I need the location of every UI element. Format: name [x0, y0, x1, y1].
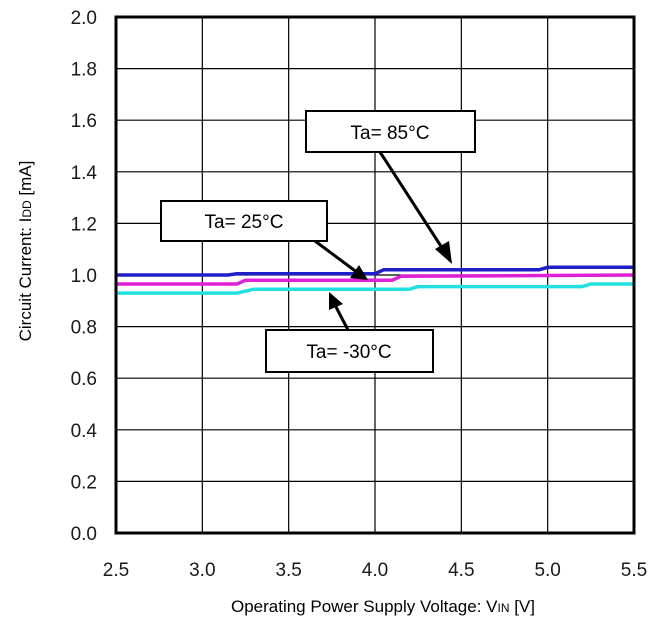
series-line-ta-30-c — [116, 282, 634, 295]
y-tick-labels: 0.0 0.2 0.4 0.6 0.8 1.0 1.2 1.4 1.6 1.8 2.0 — [71, 8, 98, 545]
annotation-25c-arrowhead — [350, 265, 368, 280]
y-tick-label: 1.4 — [71, 163, 98, 184]
annotation-25c-box — [160, 200, 328, 242]
annotation-25c-arrow-line — [314, 239, 359, 275]
series-layer — [116, 265, 635, 295]
x-axis-title: Operating Power Supply Voltage: VIN [V] — [231, 597, 535, 616]
plot-frame — [114, 15, 636, 535]
y-tick-label: 0.4 — [71, 421, 98, 442]
x-tick-label: 2.5 — [103, 560, 129, 581]
annotation-85c-arrowhead — [435, 241, 452, 264]
series-line-ta-25-c — [116, 273, 635, 286]
y-tick-label: 0.6 — [71, 369, 97, 390]
annotation-25c: Ta= 25°C — [160, 200, 368, 280]
x-tick-label: 5.0 — [534, 560, 560, 581]
series-line-ta-85-c — [116, 265, 634, 277]
y-axis-title: Circuit Current: IDD [mA] — [16, 161, 35, 342]
annotation-85c-arrow-line — [378, 151, 448, 255]
annotation-neg30c-box — [265, 329, 434, 373]
y-tick-label: 0.0 — [71, 524, 97, 545]
x-tick-label: 3.0 — [189, 560, 215, 581]
y-tick-label: 2.0 — [71, 8, 97, 29]
annotation-85c-box — [305, 110, 476, 153]
y-tick-label: 1.0 — [71, 266, 97, 287]
y-tick-label: 0.8 — [71, 318, 97, 339]
y-tick-label: 0.2 — [71, 472, 97, 493]
annotation-neg30c-label: Ta= -30°C — [306, 342, 391, 363]
x-tick-label: 3.5 — [275, 560, 301, 581]
annotation-25c-label: Ta= 25°C — [205, 212, 284, 233]
annotation-85c: Ta= 85°C — [305, 110, 476, 264]
y-tick-label: 1.8 — [71, 60, 97, 81]
x-tick-label: 4.5 — [448, 560, 474, 581]
annotation-85c-label: Ta= 85°C — [351, 123, 430, 144]
x-tick-labels: 2.5 3.0 3.5 4.0 4.5 5.0 5.5 — [103, 560, 647, 581]
x-tick-label: 5.5 — [621, 560, 647, 581]
y-tick-label: 1.6 — [71, 111, 97, 132]
annotation-neg30c-arrowhead — [329, 292, 343, 310]
x-tick-label: 4.0 — [362, 560, 388, 581]
y-tick-label: 1.2 — [71, 214, 97, 235]
annotation-neg30c-arrow-line — [333, 304, 350, 331]
annotation-neg30c: Ta= -30°C — [265, 292, 434, 373]
